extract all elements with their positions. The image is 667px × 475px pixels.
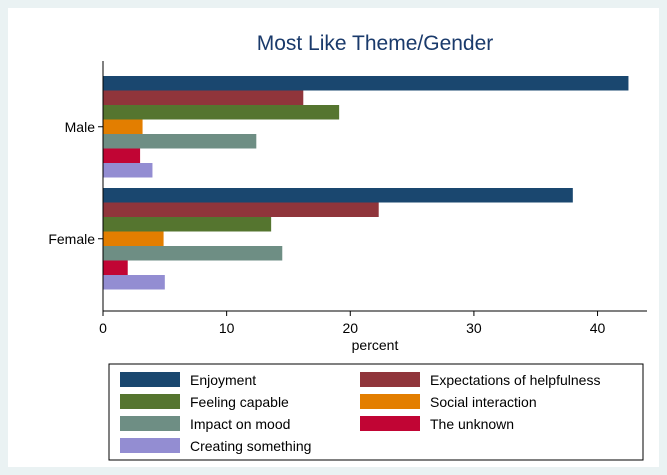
legend-swatch <box>120 394 180 409</box>
legend-label: Feeling capable <box>190 394 289 410</box>
bar-female-impact-on-mood <box>103 246 283 261</box>
bar-male-the-unknown <box>103 148 141 163</box>
legend: Enjoyment Expectations of helpfulness Feel… <box>108 363 644 461</box>
legend-label: Enjoyment <box>190 372 256 388</box>
legend-label: Impact on mood <box>190 416 290 432</box>
legend-swatch <box>360 416 420 431</box>
bar-male-social-interaction <box>103 119 143 134</box>
y-tick-label: Male <box>65 119 96 135</box>
bar-female-creating-something <box>103 275 165 290</box>
x-tick-label: 40 <box>590 320 606 336</box>
legend-swatch <box>360 394 420 409</box>
legend-label: Creating something <box>190 438 311 454</box>
legend-label: Expectations of helpfulness <box>430 372 600 388</box>
bars-layer <box>103 76 629 290</box>
y-tick-label: Female <box>48 231 95 247</box>
bar-female-the-unknown <box>103 260 128 275</box>
axes-layer: Male Female 0 10 20 30 40 <box>48 61 647 336</box>
x-tick-label: 10 <box>219 320 235 336</box>
chart-title: Most Like Theme/Gender <box>257 32 494 55</box>
bar-male-impact-on-mood <box>103 134 257 149</box>
x-tick-label: 30 <box>466 320 482 336</box>
bar-male-creating-something <box>103 163 153 178</box>
bar-male-feeling-capable <box>103 105 340 120</box>
legend-swatch <box>120 416 180 431</box>
legend-swatch <box>120 438 180 453</box>
bar-female-social-interaction <box>103 231 164 246</box>
bar-female-feeling-capable <box>103 217 272 232</box>
legend-swatch <box>120 372 180 387</box>
chart-frame: Most Like Theme/Gender Male Female 0 10 20 30… <box>8 8 659 467</box>
bar-male-enjoyment <box>103 76 629 91</box>
x-axis-title: percent <box>352 337 399 353</box>
bar-female-enjoyment <box>103 188 573 203</box>
bar-chart: Most Like Theme/Gender Male Female 0 10 20 30… <box>8 8 659 467</box>
legend-label: The unknown <box>430 416 514 432</box>
legend-swatch <box>360 372 420 387</box>
legend-label: Social interaction <box>430 394 537 410</box>
x-tick-label: 0 <box>99 320 107 336</box>
bar-male-expectations-of-helpfulness <box>103 90 304 105</box>
x-tick-label: 20 <box>342 320 358 336</box>
bar-female-expectations-of-helpfulness <box>103 202 379 217</box>
